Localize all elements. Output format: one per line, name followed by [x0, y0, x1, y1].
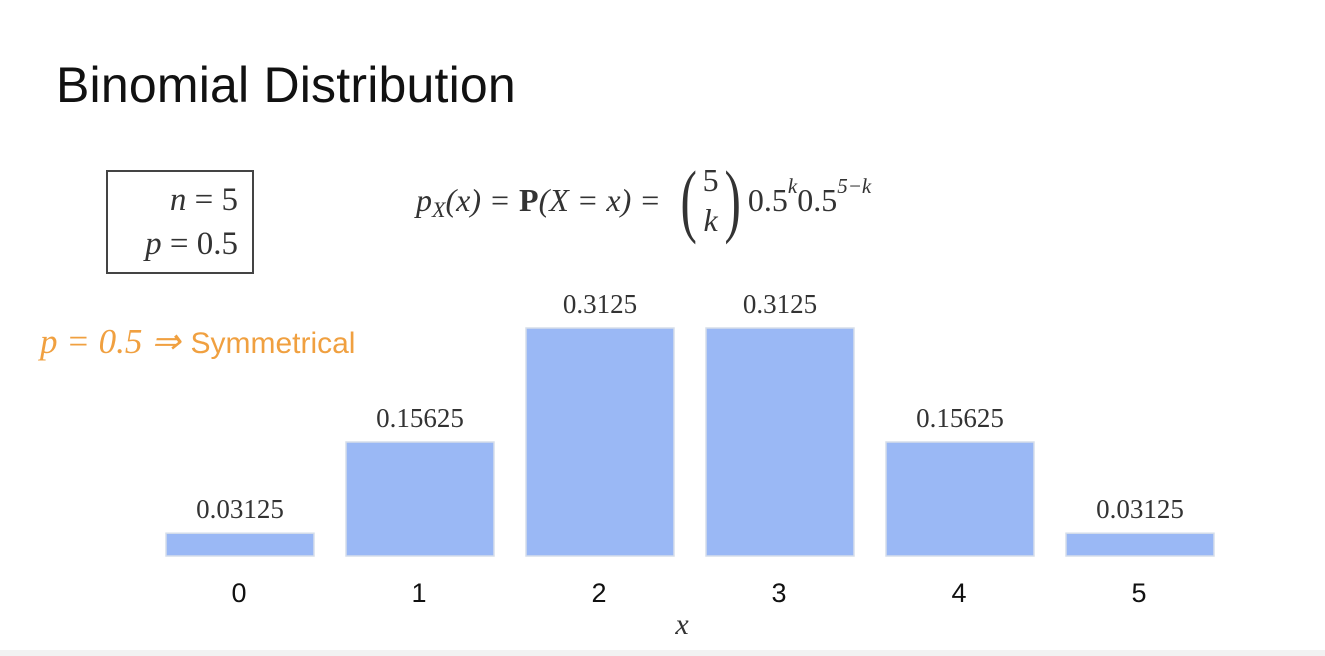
- bar-0: [165, 532, 315, 557]
- formula-exp-2: 5−k: [837, 173, 872, 198]
- symmetry-note: p = 0.5 ⇒ Symmetrical: [40, 322, 355, 362]
- bar-3: [705, 327, 855, 557]
- formula-base-2: 0.5: [797, 181, 838, 218]
- formula-arg: (x): [445, 181, 481, 218]
- x-tick-label: 3: [771, 578, 786, 608]
- formula-equals-2: =: [641, 181, 660, 218]
- right-paren-glyph: ): [724, 154, 741, 245]
- x-tick-label: 4: [951, 578, 966, 608]
- slide-title: Binomial Distribution: [56, 57, 516, 113]
- bar-value-label: 0.03125: [196, 494, 284, 524]
- binom-bottom: k: [703, 202, 718, 238]
- bar-4: [885, 441, 1035, 557]
- x-tick-label: 5: [1131, 578, 1146, 608]
- binomial-coefficient: ( 5 k ): [675, 159, 746, 241]
- bar-value-label: 0.3125: [563, 289, 637, 319]
- x-tick-label: 1: [411, 578, 426, 608]
- parameters-box: n = 5 p = 0.5: [106, 170, 254, 274]
- bar-value-label: 0.3125: [743, 289, 817, 319]
- x-tick-label: 2: [591, 578, 606, 608]
- formula-p: p: [416, 181, 432, 218]
- symmetry-note-word: Symmetrical: [190, 327, 356, 360]
- bar-5: [1065, 532, 1215, 557]
- x-tick-label: 0: [231, 578, 246, 608]
- bar-value-label: 0.15625: [916, 403, 1004, 433]
- bar-value-label: 0.15625: [376, 403, 464, 433]
- formula-exp-1: k: [787, 173, 798, 198]
- binom-top: 5: [702, 162, 719, 198]
- formula-base-1: 0.5: [747, 181, 788, 218]
- bottom-strip: [0, 650, 1325, 656]
- formula-equals-1: =: [490, 181, 510, 218]
- bar-value-label: 0.03125: [1096, 494, 1184, 524]
- bar-1: [345, 441, 495, 557]
- param-n: n = 5: [170, 182, 238, 219]
- formula-event: (X = x): [538, 181, 632, 218]
- symmetry-note-math: p = 0.5 ⇒: [40, 322, 181, 361]
- bar-2: [525, 327, 675, 557]
- left-paren-glyph: (: [680, 154, 698, 245]
- param-p: p = 0.5: [145, 226, 238, 263]
- param-n-value: = 5: [186, 182, 238, 218]
- pmf-formula: p X (x) = P (X = x) = ( 5 k ) 0.5 k 0.5 5−k: [416, 150, 871, 250]
- x-axis-label: x: [674, 608, 689, 641]
- param-p-value: = 0.5: [161, 226, 238, 262]
- param-p-var: p: [145, 226, 162, 262]
- formula-prob: P: [519, 181, 539, 218]
- param-n-var: n: [169, 182, 187, 218]
- formula-subscript: X: [432, 197, 446, 222]
